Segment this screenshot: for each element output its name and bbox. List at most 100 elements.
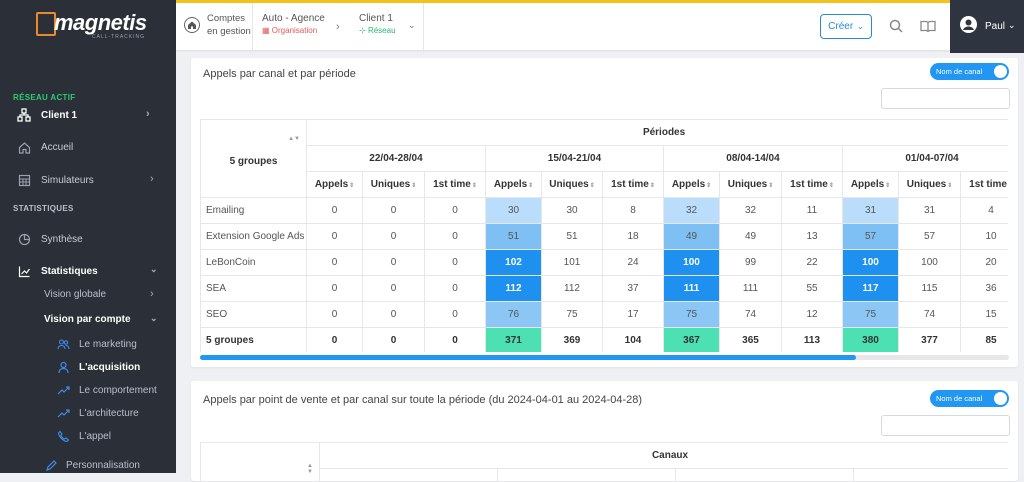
home-icon[interactable] bbox=[184, 17, 200, 33]
sidebar-leaf-appel[interactable]: L'appel bbox=[0, 427, 176, 447]
calculator-icon bbox=[17, 173, 31, 187]
table-cell: 0 bbox=[425, 250, 486, 276]
column-header[interactable]: Uniques⇕ bbox=[720, 172, 782, 198]
column-header[interactable]: 1st time⇕ bbox=[425, 172, 486, 198]
magnetis-logo[interactable]: magnetis CALL-TRACKING bbox=[36, 8, 156, 42]
pie-chart-icon bbox=[17, 232, 31, 246]
table-cell: 49 bbox=[664, 224, 720, 250]
table-cell: 57 bbox=[843, 224, 899, 250]
table-cell: 75 bbox=[843, 302, 899, 328]
sidebar-item-label: Vision globale bbox=[44, 289, 106, 300]
breadcrumb-comptes[interactable]: Comptes en gestion bbox=[207, 13, 251, 45]
table-cell: 51 bbox=[542, 224, 603, 250]
table-cell: 12 bbox=[782, 302, 843, 328]
chevron-right-icon: › bbox=[150, 288, 154, 300]
table-cell bbox=[676, 469, 854, 482]
sidebar-item-label: Synthèse bbox=[41, 234, 83, 245]
sidebar-item-vision-par-compte[interactable]: Vision par compte ⌄ bbox=[0, 310, 176, 330]
sort-icon: ⇕ bbox=[590, 183, 595, 189]
table-cell: 0 bbox=[363, 224, 425, 250]
table-cell: 0 bbox=[307, 276, 363, 302]
table-cell: 49 bbox=[720, 224, 782, 250]
table-cell: 367 bbox=[664, 328, 720, 353]
column-header[interactable]: 1st time⇕ bbox=[782, 172, 843, 198]
column-header[interactable]: Appels⇕ bbox=[843, 172, 899, 198]
sidebar-item-vision-globale[interactable]: Vision globale › bbox=[0, 285, 176, 305]
horizontal-scrollbar[interactable] bbox=[200, 355, 1009, 360]
groups-header[interactable]: ▲▼ 5 groupes bbox=[201, 120, 307, 198]
channel-name-toggle[interactable]: Nom de canal bbox=[930, 390, 1009, 407]
table-cell: 0 bbox=[425, 198, 486, 224]
card-title: Appels par point de vente et par canal s… bbox=[203, 394, 642, 406]
sidebar-leaf-marketing[interactable]: Le marketing bbox=[0, 335, 176, 355]
table-cell: 0 bbox=[363, 198, 425, 224]
sort-icon: ⇕ bbox=[528, 183, 533, 189]
column-header[interactable]: Appels⇕ bbox=[486, 172, 542, 198]
sidebar-leaf-architecture[interactable]: L'architecture bbox=[0, 404, 176, 424]
column-header[interactable]: 1st time⇕ bbox=[603, 172, 664, 198]
sort-header[interactable]: ▲▼ bbox=[201, 443, 320, 482]
chevron-right-icon: › bbox=[336, 21, 340, 33]
table-cell: 37 bbox=[603, 276, 664, 302]
search-input[interactable] bbox=[881, 88, 1010, 109]
sidebar-item-synthese[interactable]: Synthèse bbox=[0, 228, 176, 250]
sidebar-leaf-comportement[interactable]: Le comportement bbox=[0, 381, 176, 401]
table-cell: 55 bbox=[782, 276, 843, 302]
book-icon[interactable] bbox=[920, 20, 936, 33]
column-header[interactable]: Uniques⇕ bbox=[899, 172, 961, 198]
channel-name-toggle[interactable]: Nom de canal bbox=[930, 63, 1009, 80]
table-cell bbox=[854, 469, 1009, 482]
column-header[interactable]: Appels⇕ bbox=[664, 172, 720, 198]
table-cell: 22 bbox=[782, 250, 843, 276]
table-cell: 30 bbox=[486, 198, 542, 224]
chevron-down-icon[interactable]: ⌄ bbox=[408, 20, 416, 31]
sidebar-leaf-acquisition[interactable]: L'acquisition bbox=[0, 358, 176, 378]
groups-label: 5 groupes bbox=[201, 156, 306, 167]
pencil-icon bbox=[44, 458, 58, 472]
sort-icon: ⇕ bbox=[885, 183, 890, 189]
table-cell: 102 bbox=[486, 250, 542, 276]
column-header[interactable]: Uniques⇕ bbox=[542, 172, 603, 198]
logo-subtitle: CALL-TRACKING bbox=[92, 34, 145, 40]
column-label: Appels bbox=[851, 179, 884, 190]
sidebar-item-client[interactable]: Client 1 › bbox=[0, 104, 176, 126]
sort-icon: ⇕ bbox=[829, 183, 834, 189]
column-header[interactable]: Appels⇕ bbox=[307, 172, 363, 198]
network-icon: ⊹ bbox=[359, 26, 368, 35]
scrollbar-thumb[interactable] bbox=[200, 355, 856, 360]
sidebar-item-statistiques[interactable]: Statistiques ⌄ bbox=[0, 260, 176, 282]
store-channel-table: ▲▼ Canaux bbox=[200, 442, 1008, 482]
breadcrumb-reseau[interactable]: Client 1 ⊹ Réseau bbox=[359, 13, 396, 45]
table-cell: 377 bbox=[899, 328, 961, 353]
table-cell: 380 bbox=[843, 328, 899, 353]
table-cell: 0 bbox=[363, 302, 425, 328]
search-icon[interactable] bbox=[889, 19, 903, 33]
chevron-right-icon: › bbox=[146, 108, 150, 120]
search-input[interactable] bbox=[881, 415, 1010, 436]
table-cell: 85 bbox=[961, 328, 1009, 353]
user-menu[interactable]: Paul ⌄ bbox=[950, 0, 1024, 53]
table-cell: 32 bbox=[720, 198, 782, 224]
table-cell: 117 bbox=[843, 276, 899, 302]
table-cell: 100 bbox=[664, 250, 720, 276]
table-cell: 111 bbox=[664, 276, 720, 302]
column-header[interactable]: Uniques⇕ bbox=[363, 172, 425, 198]
breadcrumb-organisation[interactable]: Auto - Agence ▦ Organisation bbox=[262, 13, 325, 45]
column-header[interactable]: 1st time⇕ bbox=[961, 172, 1009, 198]
card-title: Appels par canal et par période bbox=[203, 68, 356, 80]
table-cell: 0 bbox=[425, 224, 486, 250]
sidebar-leaf-label: Le comportement bbox=[79, 385, 157, 396]
table-cell bbox=[320, 469, 498, 482]
sidebar-item-simulateurs[interactable]: Simulateurs › bbox=[0, 169, 176, 191]
create-button[interactable]: Créer⌄ bbox=[820, 14, 872, 39]
table-cell: 36 bbox=[961, 276, 1009, 302]
column-label: 1st time bbox=[790, 179, 828, 190]
toggle-knob bbox=[994, 392, 1007, 405]
section-label-stats: STATISTIQUES bbox=[13, 204, 74, 213]
sort-icon: ▲▼ bbox=[202, 136, 300, 142]
section-label-network: RÉSEAU ACTIF bbox=[13, 93, 75, 102]
breadcrumb-line1: Auto - Agence bbox=[262, 13, 325, 24]
sidebar-item-accueil[interactable]: Accueil bbox=[0, 136, 176, 158]
